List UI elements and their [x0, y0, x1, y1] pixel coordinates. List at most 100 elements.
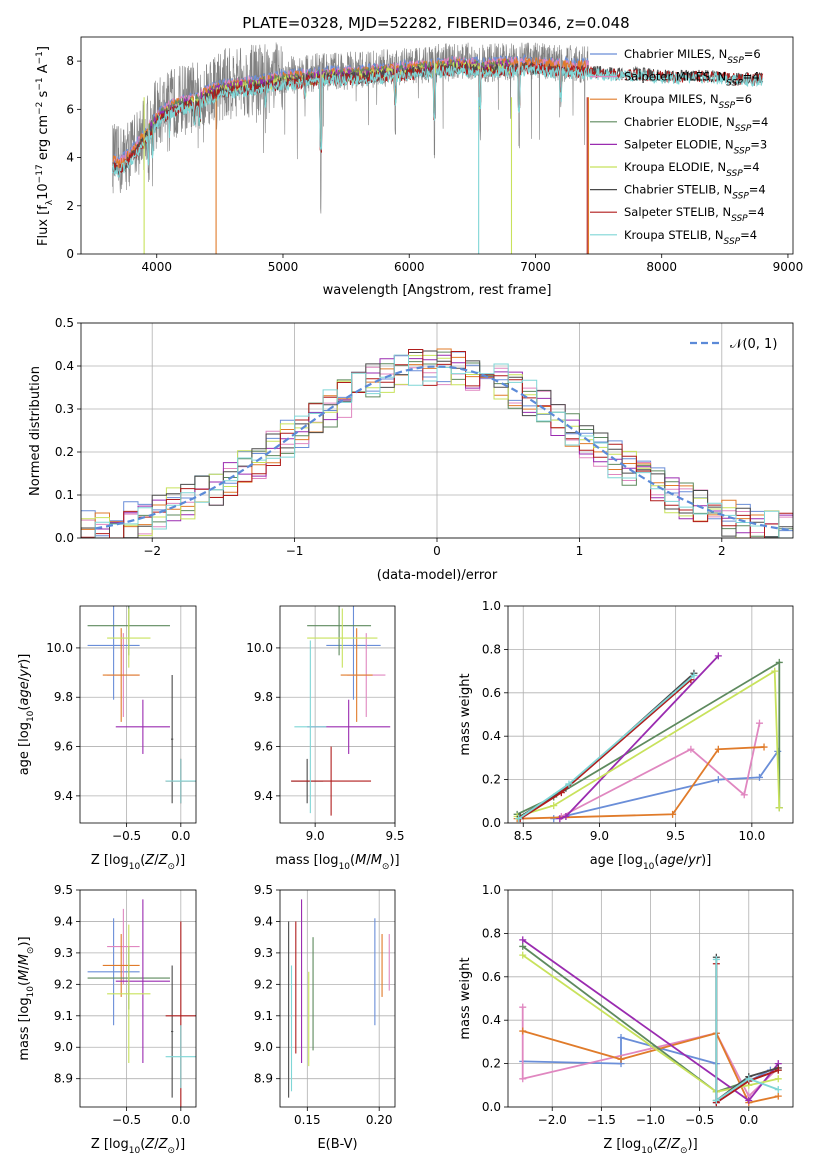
model-spectrum-line — [112, 64, 764, 178]
axes-frame — [507, 889, 794, 1108]
gaussian-curve — [95, 365, 793, 532]
y-tick-label: 0.2 — [55, 445, 74, 459]
x-tick-label: 1 — [576, 544, 584, 558]
plot-area-massweight_vs_age — [513, 652, 783, 823]
data-point-marker — [755, 719, 763, 727]
plot-area-mass_vs_Z — [87, 899, 196, 1107]
residual-histogram-line — [81, 350, 793, 538]
data-point-marker — [519, 1027, 527, 1035]
y-tick-label: 9.4 — [54, 789, 73, 803]
data-point-marker — [515, 815, 523, 823]
y-axis-label: mass weight — [458, 957, 473, 1039]
series-line — [715, 963, 779, 1105]
y-tick-label: 9.1 — [54, 1009, 73, 1023]
y-axis-label: age [log10(age/yr)] — [17, 654, 36, 776]
legend-label: Chabrier ELODIE, NSSP=4 — [624, 115, 768, 134]
x-tick-label: 0.20 — [366, 1113, 393, 1127]
x-tick-label: 2 — [718, 544, 726, 558]
x-tick-label: 0.0 — [739, 1113, 758, 1127]
series-line — [559, 655, 719, 820]
ticks-mass_vs_Z: −0.5 0.0 8.9 9.0 9.1 9.2 9.3 9.4 9.5 — [54, 883, 190, 1127]
x-tick-label: −0.5 — [685, 1113, 714, 1127]
axes-frame — [79, 889, 197, 1108]
residual-histogram-line — [81, 354, 793, 538]
y-tick-label: 2 — [66, 199, 74, 213]
data-point-marker — [774, 1066, 782, 1074]
data-point-marker — [519, 936, 527, 944]
ticks-massweight_vs_Z: −2.0 −1.5 −1.0 −0.5 0.0 0.0 0.2 0.4 0.6 0.8 1.0 — [482, 883, 758, 1127]
legend: 𝒩(0, 1) — [690, 337, 777, 352]
x-tick-label: 0.15 — [294, 1113, 321, 1127]
x-tick-label: 6000 — [394, 260, 425, 274]
axes-frame — [79, 605, 197, 824]
x-axis-label: age [log10(age/yr)] — [590, 853, 712, 872]
legend: Chabrier MILES, NSSP=6 Salpeter MILES, NS… — [590, 47, 768, 247]
y-tick-label: 9.0 — [54, 1040, 73, 1054]
x-tick-label: 8.5 — [514, 829, 533, 843]
legend-label: 𝒩(0, 1) — [730, 337, 777, 352]
x-tick-label: 9.0 — [306, 829, 325, 843]
ticks-age_vs_Z: −0.5 0.0 9.4 9.6 9.8 10.0 — [46, 641, 190, 843]
x-tick-label: 0 — [433, 544, 441, 558]
data-point-marker — [774, 1086, 782, 1094]
series-line — [560, 723, 761, 818]
data-point-marker — [755, 773, 763, 781]
data-point-marker — [617, 1055, 625, 1063]
data-point-marker — [562, 812, 570, 820]
data-point-marker — [712, 1096, 720, 1104]
data-point-marker — [771, 667, 779, 675]
axes-frame — [80, 322, 794, 539]
y-tick-label: 0.2 — [482, 1057, 501, 1071]
y-tick-label: 0.4 — [482, 1013, 501, 1027]
y-tick-label: 0.6 — [482, 686, 501, 700]
plot-area-age_vs_mass — [291, 606, 391, 816]
y-axis-label: mass weight — [458, 673, 473, 755]
y-tick-label: 0.6 — [482, 970, 501, 984]
y-tick-label: 0.0 — [55, 531, 74, 545]
x-tick-label: −0.5 — [112, 1113, 141, 1127]
y-tick-label: 1.0 — [482, 883, 501, 897]
y-tick-label: 9.8 — [54, 690, 73, 704]
data-point-marker — [774, 1075, 782, 1083]
x-tick-label: 10.0 — [738, 829, 765, 843]
series-line — [715, 959, 779, 1103]
panel-age_vs_Z: −0.5 0.0 9.4 9.6 9.8 10.0 Z [log10(Z/Z⊙)] age [… — [17, 605, 197, 872]
y-tick-label: 9.8 — [254, 690, 273, 704]
y-tick-label: 9.4 — [254, 789, 273, 803]
y-tick-label: 0.5 — [55, 316, 74, 330]
axes-frame — [80, 36, 794, 255]
data-point-marker — [745, 1096, 753, 1104]
x-tick-label: 9.0 — [590, 829, 609, 843]
legend-label: Salpeter MILES, NSSP=4 — [624, 70, 760, 89]
legend-label: Salpeter ELODIE, NSSP=3 — [624, 137, 767, 156]
y-tick-label: 9.5 — [54, 883, 73, 897]
data-point-marker — [519, 1075, 527, 1083]
series-line — [517, 746, 765, 820]
data-point-marker — [519, 1003, 527, 1011]
legend-label: Chabrier MILES, NSSP=6 — [624, 47, 761, 66]
data-point-marker — [712, 955, 720, 963]
x-tick-label: −2 — [143, 544, 161, 558]
y-tick-label: 9.1 — [254, 1009, 273, 1023]
data-point-marker — [714, 652, 722, 660]
panel-residuals: −2 −1 0 1 2 0.0 0.1 0.2 0.3 0.4 0.5 𝒩(0, 1) (data-mo… — [28, 316, 794, 583]
y-axis-label: Normed distribution — [28, 366, 43, 496]
y-tick-label: 9.3 — [54, 946, 73, 960]
y-tick-label: 0.4 — [55, 359, 74, 373]
data-point-marker — [519, 951, 527, 959]
axes-frame — [507, 605, 794, 824]
y-tick-label: 9.3 — [254, 946, 273, 960]
y-axis-label: mass [log10(M/M⊙)] — [17, 936, 36, 1060]
ticks-spectrum: 4000 5000 6000 7000 8000 9000 0 2 4 6 8 — [66, 54, 803, 274]
y-tick-label: 9.6 — [54, 740, 73, 754]
plot-area-mass_vs_ebv — [288, 899, 390, 1098]
chart-panels: 4000 5000 6000 7000 8000 9000 0 2 4 6 8 Chabrier MI… — [17, 36, 803, 1156]
x-tick-label: 9000 — [773, 260, 804, 274]
y-tick-label: 10.0 — [246, 641, 273, 655]
x-tick-label: 5000 — [268, 260, 299, 274]
x-tick-label: −2.0 — [538, 1113, 567, 1127]
x-tick-label: 7000 — [520, 260, 551, 274]
y-tick-label: 8.9 — [54, 1072, 73, 1086]
plot-area-spectrum — [112, 42, 764, 254]
y-tick-label: 0.0 — [482, 816, 501, 830]
